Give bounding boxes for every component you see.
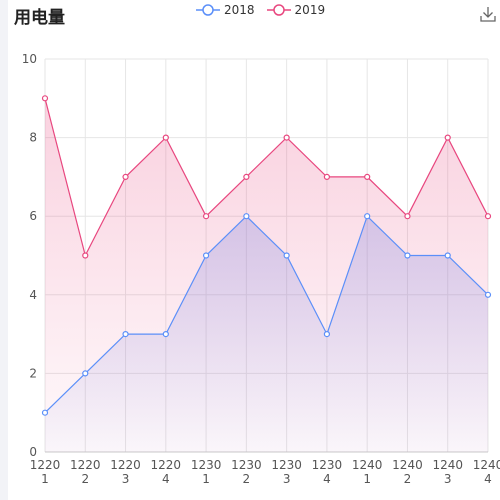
x-tick-label: 1240 (473, 458, 500, 472)
x-tick-sublabel: 1 (363, 472, 371, 486)
line-2018 (44, 215, 489, 414)
area-layer (45, 98, 488, 453)
point-2018[interactable] (243, 213, 250, 220)
point-2019[interactable] (323, 173, 331, 180)
point-2018[interactable] (122, 331, 129, 338)
point-2018[interactable] (323, 331, 331, 338)
x-tick-label: 1240 (352, 458, 383, 472)
point-2019[interactable] (484, 213, 492, 220)
x-tick-label: 1220 (151, 458, 182, 472)
point-2019[interactable] (243, 173, 250, 180)
x-tick-sublabel: 3 (122, 472, 130, 486)
x-tick-sublabel: 3 (444, 472, 452, 486)
line-2019 (44, 98, 489, 258)
point-2019[interactable] (202, 213, 210, 220)
x-tick-label: 1220 (30, 458, 61, 472)
x-tick-sublabel: 2 (243, 472, 251, 486)
point-2018[interactable] (484, 291, 492, 298)
y-tick-label: 10 (22, 52, 37, 66)
point-2018[interactable] (364, 213, 371, 220)
chart-legend: 2018 2019 (196, 3, 325, 17)
point-2018[interactable] (283, 252, 290, 259)
legend-swatch-2019 (266, 4, 291, 16)
x-tick-label: 1240 (432, 458, 463, 472)
x-tick-sublabel: 2 (404, 472, 412, 486)
point-2019[interactable] (444, 134, 451, 141)
point-2019[interactable] (122, 173, 129, 180)
point-2019[interactable] (364, 173, 371, 180)
x-axis: 1220112202122031220412301123021230312304… (30, 458, 500, 486)
y-axis: 0 2 4 6 8 10 (22, 52, 37, 459)
x-tick-sublabel: 1 (202, 472, 210, 486)
download-icon[interactable] (480, 6, 496, 22)
y-tick-label: 4 (29, 288, 37, 302)
point-2019[interactable] (283, 134, 290, 141)
x-tick-label: 1230 (191, 458, 222, 472)
point-2018[interactable] (404, 252, 411, 259)
y-tick-label: 0 (29, 445, 37, 459)
x-tick-label: 1230 (312, 458, 343, 472)
line-layer (44, 98, 489, 414)
y-tick-label: 6 (29, 209, 37, 223)
x-tick-sublabel: 1 (41, 472, 49, 486)
x-tick-sublabel: 4 (484, 472, 492, 486)
x-tick-sublabel: 3 (283, 472, 291, 486)
legend-item-2018[interactable]: 2018 (196, 3, 255, 17)
point-2019[interactable] (41, 95, 49, 102)
legend-label-2019: 2019 (294, 3, 326, 17)
x-tick-label: 1230 (231, 458, 262, 472)
point-2019[interactable] (404, 213, 411, 220)
point-2018[interactable] (444, 252, 451, 259)
point-layer (41, 95, 492, 416)
point-2018[interactable] (41, 409, 49, 416)
x-tick-label: 1240 (392, 458, 423, 472)
x-tick-label: 1230 (271, 458, 302, 472)
x-tick-label: 1220 (70, 458, 101, 472)
legend-swatch-2018 (196, 4, 220, 16)
x-tick-sublabel: 4 (162, 472, 170, 486)
x-tick-label: 1220 (110, 458, 141, 472)
x-tick-sublabel: 2 (81, 472, 89, 486)
x-tick-sublabel: 4 (323, 472, 331, 486)
legend-item-2019[interactable]: 2019 (266, 3, 326, 17)
chart-title: 用电量 (14, 8, 65, 28)
area-2018 (45, 216, 488, 452)
point-2018[interactable] (162, 331, 169, 338)
point-2019[interactable] (82, 252, 89, 259)
left-edge-strip (0, 0, 8, 500)
point-2019[interactable] (162, 134, 169, 141)
legend-label-2018: 2018 (224, 3, 255, 17)
point-2018[interactable] (202, 252, 210, 259)
point-2018[interactable] (82, 370, 89, 377)
y-tick-label: 2 (29, 366, 37, 380)
y-tick-label: 8 (29, 131, 37, 145)
